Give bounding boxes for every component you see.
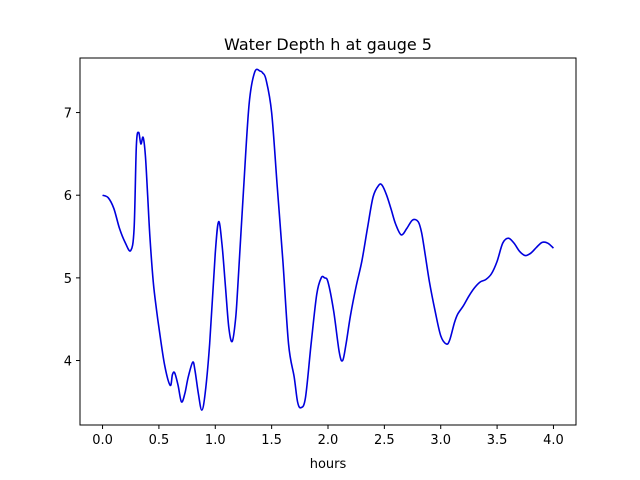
y-tick-label: 4 xyxy=(64,355,72,370)
x-axis-label: hours xyxy=(310,457,347,472)
axes-background xyxy=(80,58,576,425)
series-layer xyxy=(102,68,554,411)
x-tick-label: 3.5 xyxy=(487,433,508,448)
x-tick-label: 0.5 xyxy=(149,433,170,448)
y-axis: 4 5 6 7 xyxy=(64,107,80,370)
y-tick-label: 5 xyxy=(64,272,72,287)
plot-area xyxy=(79,57,577,426)
x-tick-label: 4.0 xyxy=(543,433,564,448)
x-tick-label: 1.5 xyxy=(261,433,282,448)
x-axis: 0.0 0.5 1.0 1.5 2.0 2.5 3.0 3.5 4.0 xyxy=(92,425,564,448)
x-tick-label: 0.0 xyxy=(92,433,113,448)
x-tick-label: 1.0 xyxy=(205,433,226,448)
chart-title: Water Depth h at gauge 5 xyxy=(224,35,432,54)
y-tick-label: 7 xyxy=(64,107,72,122)
x-tick-label: 2.0 xyxy=(318,433,339,448)
series-line-0 xyxy=(102,68,554,411)
x-tick-label: 3.0 xyxy=(430,433,451,448)
x-tick-label: 2.5 xyxy=(374,433,395,448)
y-tick-label: 6 xyxy=(64,189,72,204)
